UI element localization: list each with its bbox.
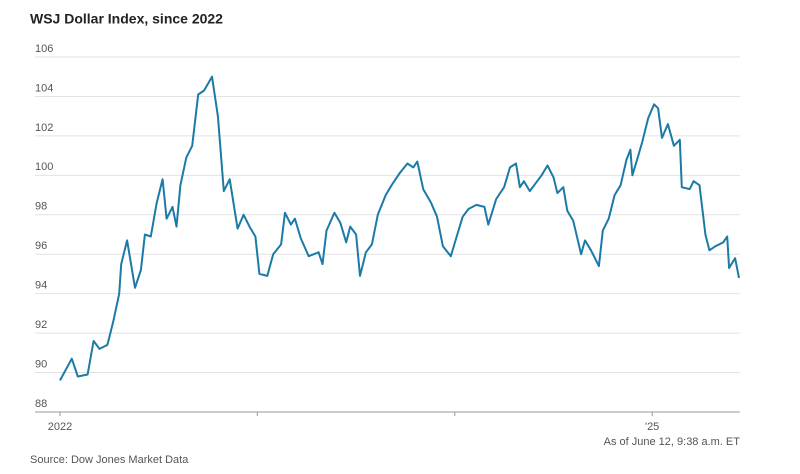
y-tick-label: 92 — [35, 319, 47, 331]
x-tick-label: 2022 — [48, 421, 72, 433]
chart-title: WSJ Dollar Index, since 2022 — [30, 11, 223, 27]
y-tick-label: 94 — [35, 280, 47, 292]
y-tick-label: 104 — [35, 82, 53, 94]
y-tick-label: 102 — [35, 122, 53, 134]
source: Source: Dow Jones Market Data — [30, 454, 189, 466]
y-tick-label: 106 — [35, 43, 53, 55]
x-tick-label: '25 — [645, 421, 659, 433]
note: As of June 12, 9:38 a.m. ET — [604, 436, 741, 448]
y-tick-label: 98 — [35, 201, 47, 213]
y-tick-label: 96 — [35, 240, 47, 252]
data-line — [59, 75, 740, 381]
y-tick-label: 100 — [35, 161, 53, 173]
y-tick-label: 88 — [35, 398, 47, 410]
y-tick-label: 90 — [35, 358, 47, 370]
